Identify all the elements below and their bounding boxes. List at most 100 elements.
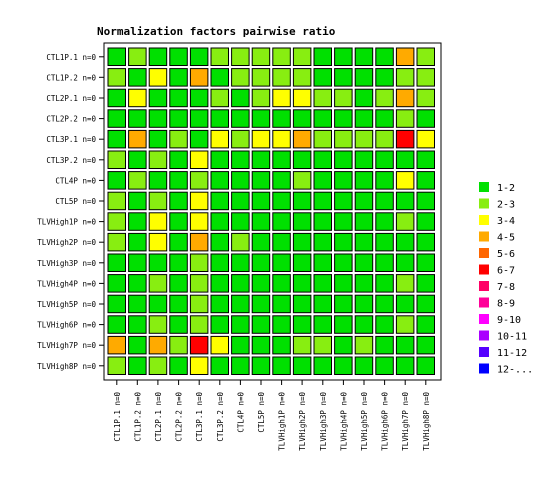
heatmap-cell (231, 253, 250, 272)
heatmap-cell (334, 274, 353, 293)
heatmap-cell (334, 294, 353, 314)
heatmap-cell (292, 47, 312, 66)
heatmap-cell (231, 212, 250, 231)
row-label: TLVHigh8P n=0 (37, 362, 96, 371)
heatmap-cell (210, 274, 229, 293)
heatmap-cell (375, 88, 394, 108)
heatmap-cell (107, 274, 126, 293)
heatmap-cell (416, 191, 435, 211)
heatmap-cell (375, 150, 394, 169)
heatmap-cell (107, 68, 126, 87)
heatmap-cell (251, 232, 271, 252)
heatmap-cell (313, 171, 332, 190)
heatmap-cell (107, 109, 126, 128)
legend-swatch (479, 363, 489, 374)
heatmap-cell (210, 232, 229, 252)
heatmap-cell (169, 129, 188, 149)
heatmap-cell (272, 212, 291, 231)
row-label: CTL4P n=0 (55, 176, 96, 185)
column-label: CTL3P.1 n=0 (195, 392, 204, 442)
heatmap-cell (292, 232, 312, 252)
heatmap-cell (395, 88, 415, 108)
heatmap-cell (395, 171, 415, 190)
row-label: CTL3P.1 n=0 (46, 135, 96, 144)
heatmap-cell (169, 274, 188, 293)
heatmap-cell (148, 356, 168, 375)
heatmap-cell (334, 315, 353, 334)
heatmap-cell (189, 171, 209, 190)
heatmap-cell (231, 129, 250, 149)
heatmap-cell (210, 356, 229, 375)
heatmap-cell (272, 232, 291, 252)
heatmap-cell (292, 253, 312, 272)
heatmap-cell (107, 253, 126, 272)
heatmap-cell (354, 88, 374, 108)
heatmap-cell (189, 150, 209, 169)
heatmap-cell (169, 109, 188, 128)
heatmap-cell (395, 191, 415, 211)
heatmap-cell (251, 68, 271, 87)
heatmap-cell (128, 253, 147, 272)
legend-label: 11-12 (497, 348, 527, 359)
heatmap-cell (416, 68, 435, 87)
heatmap-cell (169, 68, 188, 87)
column-label: CTL1P.2 n=0 (133, 392, 142, 442)
heatmap-cell (251, 191, 271, 211)
heatmap-cell (395, 335, 415, 355)
heatmap-cell (251, 356, 271, 375)
row-label: TLVHigh5P n=0 (37, 300, 96, 309)
heatmap-cell (169, 212, 188, 231)
heatmap-cell (354, 129, 374, 149)
heatmap-cell (416, 356, 435, 375)
heatmap-cell (313, 129, 332, 149)
heatmap-cell (251, 88, 271, 108)
heatmap-cell (272, 68, 291, 87)
heatmap-cell (395, 356, 415, 375)
legend-swatch (479, 297, 489, 308)
heatmap-cell (416, 294, 435, 314)
heatmap-cell (334, 191, 353, 211)
column-label: TLVHigh3P n=0 (319, 392, 328, 451)
row-label: CTL2P.1 n=0 (46, 94, 96, 103)
row-label: CTL2P.2 n=0 (46, 115, 96, 124)
heatmap-cell (189, 129, 209, 149)
heatmap-cell (395, 150, 415, 169)
heatmap-cell (313, 232, 332, 252)
heatmap-cell (148, 129, 168, 149)
heatmap-cell (210, 335, 229, 355)
heatmap-cell (354, 191, 374, 211)
heatmap-cell (395, 129, 415, 149)
heatmap-cell (292, 212, 312, 231)
legend-swatch (479, 182, 489, 192)
heatmap-cell (189, 356, 209, 375)
heatmap-cell (313, 253, 332, 272)
heatmap-cell (272, 191, 291, 211)
heatmap-cell (231, 315, 250, 334)
heatmap-cell (313, 88, 332, 108)
heatmap-cell (189, 294, 209, 314)
heatmap-cell (251, 212, 271, 231)
heatmap-cell (128, 109, 147, 128)
heatmap-cell (272, 129, 291, 149)
heatmap-cell (107, 150, 126, 169)
heatmap-cell (292, 315, 312, 334)
heatmap-cell (272, 47, 291, 66)
heatmap-cell (148, 253, 168, 272)
heatmap-cell (148, 212, 168, 231)
heatmap-cell (334, 212, 353, 231)
heatmap-cell (210, 109, 229, 128)
heatmap-cell (189, 253, 209, 272)
heatmap-cell (128, 68, 147, 87)
heatmap-cell (395, 212, 415, 231)
column-label: TLVHigh6P n=0 (381, 392, 390, 451)
column-label: TLVHigh7P n=0 (401, 392, 410, 451)
heatmap-cell (395, 47, 415, 66)
heatmap-cell (189, 68, 209, 87)
row-label: TLVHigh3P n=0 (37, 259, 96, 268)
heatmap-cell (210, 191, 229, 211)
heatmap-cell (210, 68, 229, 87)
heatmap-cell (375, 315, 394, 334)
heatmap-cell (128, 356, 147, 375)
heatmap-cell (395, 253, 415, 272)
legend-swatch (479, 231, 489, 242)
